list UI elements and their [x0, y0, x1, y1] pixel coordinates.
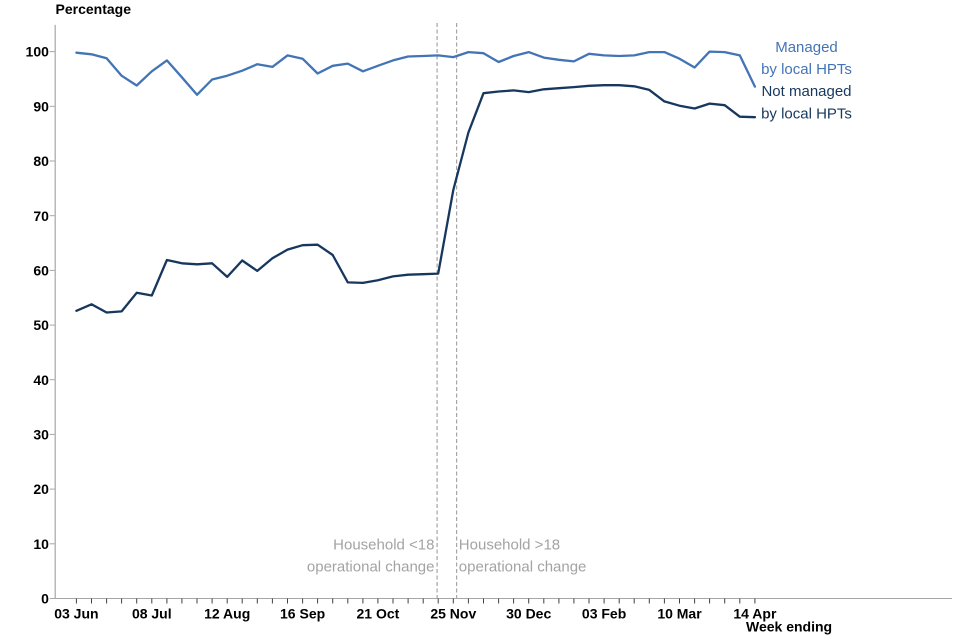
- svg-text:70: 70: [33, 208, 49, 224]
- svg-text:20: 20: [33, 481, 49, 497]
- svg-text:08 Jul: 08 Jul: [132, 606, 172, 622]
- svg-text:Not managed: Not managed: [761, 83, 851, 100]
- svg-text:operational change: operational change: [307, 558, 435, 575]
- svg-text:14 Apr: 14 Apr: [733, 606, 777, 622]
- svg-text:60: 60: [33, 263, 49, 279]
- svg-text:90: 90: [33, 98, 49, 114]
- svg-text:Household <18: Household <18: [333, 537, 434, 554]
- svg-text:30 Dec: 30 Dec: [506, 606, 551, 622]
- svg-text:03 Jun: 03 Jun: [54, 606, 98, 622]
- svg-text:25 Nov: 25 Nov: [430, 606, 476, 622]
- svg-text:by local HPTs: by local HPTs: [761, 105, 852, 122]
- svg-text:0: 0: [41, 591, 49, 607]
- svg-text:80: 80: [33, 153, 49, 169]
- svg-text:12 Aug: 12 Aug: [204, 606, 250, 622]
- svg-text:100: 100: [26, 44, 50, 60]
- svg-text:03 Feb: 03 Feb: [582, 606, 626, 622]
- svg-text:by local HPTs: by local HPTs: [761, 61, 852, 78]
- svg-text:21 Oct: 21 Oct: [356, 606, 399, 622]
- svg-text:50: 50: [33, 317, 49, 333]
- svg-text:Week ending: Week ending: [746, 619, 832, 635]
- svg-text:operational change: operational change: [459, 558, 587, 575]
- svg-text:Percentage: Percentage: [56, 1, 132, 17]
- svg-text:Household >18: Household >18: [459, 537, 560, 554]
- svg-text:30: 30: [33, 427, 49, 443]
- svg-text:10 Mar: 10 Mar: [657, 606, 702, 622]
- svg-text:16 Sep: 16 Sep: [280, 606, 325, 622]
- svg-text:10: 10: [33, 536, 49, 552]
- svg-text:Managed: Managed: [775, 39, 838, 56]
- svg-text:40: 40: [33, 372, 49, 388]
